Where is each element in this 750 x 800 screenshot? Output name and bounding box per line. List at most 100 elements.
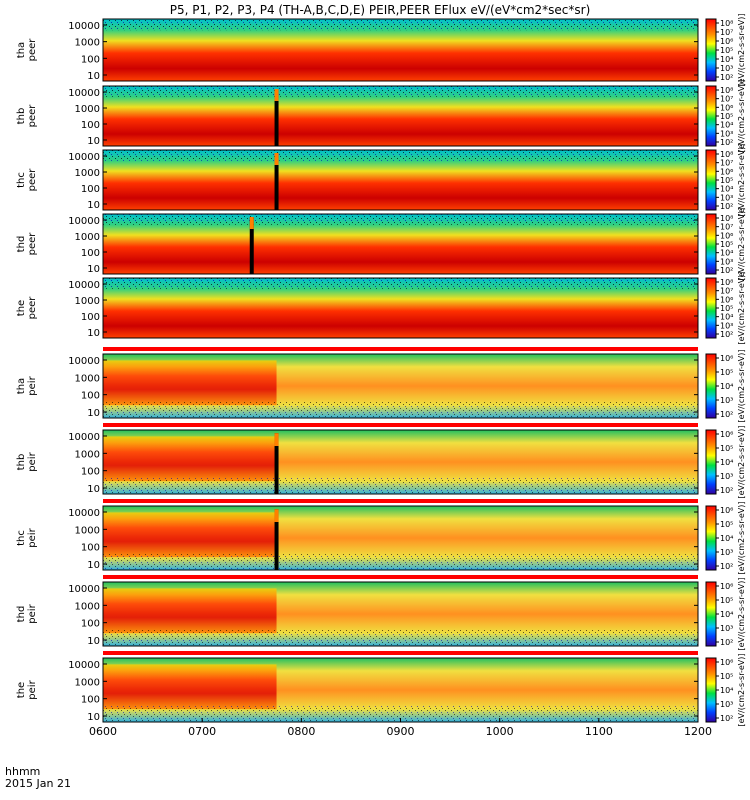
event-spike-top xyxy=(274,89,279,101)
panel-probe-label: the xyxy=(16,682,27,698)
panel-probe-label: the xyxy=(16,300,27,316)
y-tick-label: 1000 xyxy=(75,525,100,536)
panel-thb-peer: 10 100 1000 10000 thb peer 10²10³10⁴10⁵10⁶10⁷1… xyxy=(16,79,746,152)
y-tick-label: 1000 xyxy=(75,168,100,179)
y-tick-label: 1000 xyxy=(75,38,100,49)
y-tick-label: 10 xyxy=(87,71,100,82)
panel-species-label: peir xyxy=(27,375,38,395)
colorbar-tick-label: 10³ xyxy=(720,129,733,138)
y-tick-label: 100 xyxy=(81,619,100,630)
colorbar-tick-label: 10⁷ xyxy=(720,223,733,232)
high-energy-noise xyxy=(103,150,698,161)
panel-frame xyxy=(102,149,699,211)
panel-species-label: peer xyxy=(27,168,38,192)
colorbar-tick-label: 10³ xyxy=(720,257,733,266)
colorbar-tick-label: 10⁶ xyxy=(720,658,733,667)
colorbar-tick-label: 10³ xyxy=(720,64,733,73)
colorbar-tick-label: 10³ xyxy=(720,193,733,202)
event-spike-top xyxy=(274,153,279,165)
panel-species-label: peer xyxy=(27,232,38,256)
y-tick-label: 10000 xyxy=(68,584,100,595)
colorbar-unit-label: [eV/(cm2-s-sr-eV)] xyxy=(737,577,746,650)
y-tick-label: 100 xyxy=(81,467,100,478)
panel-thb-peir: 10 100 1000 10000 thb peir 10² 10³ 10⁴ 10⁵ 10⁶ [eV/… xyxy=(16,423,746,499)
colorbar-tick-label: 10⁵ xyxy=(720,176,733,185)
y-tick-label: 100 xyxy=(81,695,100,706)
colorbar-tick-label: 10² xyxy=(720,410,733,419)
event-spike-top xyxy=(274,509,279,522)
colorbar-unit-label: [eV/(cm2-s-sr-eV)] xyxy=(737,425,746,498)
panel-frame xyxy=(102,429,699,495)
y-tick-label: 10 xyxy=(87,560,100,571)
y-tick-label: 10000 xyxy=(68,21,100,32)
status-bar xyxy=(103,651,698,655)
y-tick-label: 1000 xyxy=(75,104,100,115)
colorbar-tick-label: 10⁵ xyxy=(720,672,733,681)
colorbar-tick-label: 10³ xyxy=(720,624,733,633)
colorbar-tick-label: 10² xyxy=(720,73,733,82)
colorbar-tick-label: 10⁶ xyxy=(720,231,733,240)
panel-species-label: peer xyxy=(27,38,38,62)
colorbar-tick-label: 10⁸ xyxy=(720,214,733,223)
ion-hot-region xyxy=(103,360,277,406)
colorbar-tick-label: 10⁷ xyxy=(720,28,733,37)
high-energy-noise xyxy=(103,86,698,97)
low-energy-noise xyxy=(103,706,698,722)
colorbar-tick-label: 10⁸ xyxy=(720,150,733,159)
status-bar xyxy=(103,423,698,427)
event-spike-top xyxy=(274,433,279,446)
colorbar-tick-label: 10⁶ xyxy=(720,430,733,439)
panel-probe-label: thb xyxy=(16,108,27,125)
colorbar-tick-label: 10³ xyxy=(720,321,733,330)
colorbar-tick-label: 10⁵ xyxy=(720,596,733,605)
y-tick-label: 100 xyxy=(81,54,100,65)
x-tick-label: 0900 xyxy=(387,725,415,738)
colorbar-unit-label: [eV/(cm2-s-sr-eV)] xyxy=(737,271,746,344)
colorbar xyxy=(705,505,717,571)
panel-frame xyxy=(102,581,699,647)
colorbar-tick-label: 10⁴ xyxy=(720,458,733,467)
status-bar xyxy=(103,575,698,579)
colorbar-tick-label: 10⁸ xyxy=(720,278,733,287)
panel-species-label: peir xyxy=(27,603,38,623)
y-tick-label: 1000 xyxy=(75,449,100,460)
panel-the-peir: 10 100 1000 10000 the peir 10² 10³ 10⁴ 10⁵ 10⁶ [eV/… xyxy=(16,651,746,727)
y-tick-label: 1000 xyxy=(75,677,100,688)
panel-tha-peer: 10 100 1000 10000 tha peer 10²10³10⁴10⁵10⁶10⁷1… xyxy=(16,13,746,86)
x-tick-label: 1000 xyxy=(486,725,514,738)
colorbar-tick-label: 10⁶ xyxy=(720,354,733,363)
y-tick-label: 100 xyxy=(81,391,100,402)
x-tick-label: 0800 xyxy=(287,725,315,738)
ion-hot-region xyxy=(103,512,277,558)
colorbar-tick-label: 10⁴ xyxy=(720,534,733,543)
y-tick-label: 10000 xyxy=(68,356,100,367)
x-tick-label: 1100 xyxy=(585,725,613,738)
y-tick-label: 10 xyxy=(87,484,100,495)
panel-species-label: peir xyxy=(27,451,38,471)
low-energy-noise xyxy=(103,630,698,646)
y-tick-label: 10000 xyxy=(68,152,100,163)
high-energy-noise xyxy=(103,214,698,225)
colorbar xyxy=(705,213,717,275)
colorbar-tick-label: 10² xyxy=(720,202,733,211)
panel-the-peer: 10 100 1000 10000 the peer 10²10³10⁴10⁵10⁶10⁷1… xyxy=(16,271,746,344)
panel-frame xyxy=(102,18,699,82)
event-spike xyxy=(274,153,279,210)
colorbar xyxy=(705,85,717,147)
colorbar-tick-label: 10⁸ xyxy=(720,86,733,95)
y-tick-label: 10 xyxy=(87,264,100,275)
panel-thc-peer: 10 100 1000 10000 thc peer 10²10³10⁴10⁵10⁶10⁷1… xyxy=(16,143,746,216)
ion-hot-region xyxy=(103,664,277,710)
panel-tha-peir: 10 100 1000 10000 tha peir 10² 10³ 10⁴ 10⁵ 10⁶ [eV/… xyxy=(16,347,746,423)
colorbar-unit-label: [eV/(cm2-s-sr-eV)] xyxy=(737,79,746,152)
y-tick-label: 100 xyxy=(81,248,100,259)
x-tick-label: 1200 xyxy=(684,725,712,738)
panel-frame xyxy=(102,505,699,571)
x-tick-label: 0600 xyxy=(89,725,117,738)
y-tick-label: 100 xyxy=(81,312,100,323)
colorbar-tick-label: 10⁷ xyxy=(720,95,733,104)
colorbar xyxy=(705,277,717,339)
y-tick-label: 10 xyxy=(87,408,100,419)
